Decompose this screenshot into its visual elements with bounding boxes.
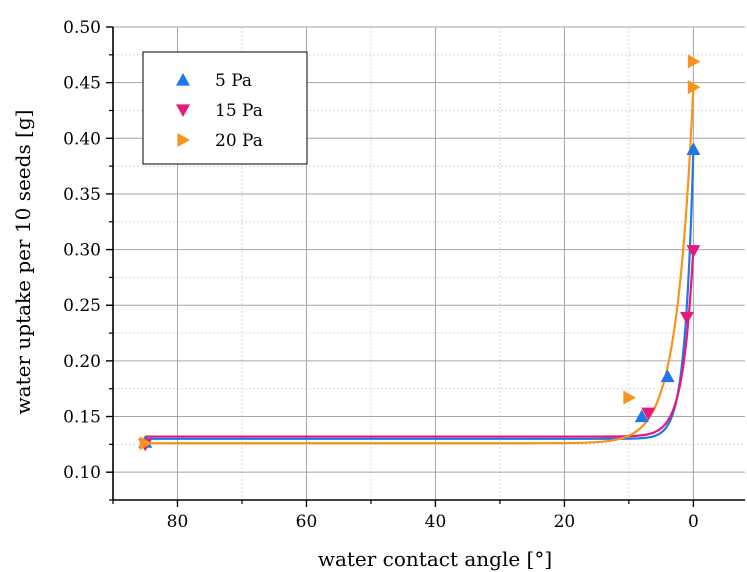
legend: 5 Pa 15 Pa 20 Pa [142, 51, 308, 165]
data-point-20-pa [623, 390, 636, 405]
data-points [138, 54, 701, 452]
y-tick-label: 0.40 [63, 129, 101, 149]
legend-label: 5 Pa [215, 71, 252, 91]
x-tick-label: 60 [296, 512, 318, 532]
y-tick-label: 0.50 [63, 18, 101, 38]
data-point-20-pa [139, 436, 153, 451]
fit-curves [145, 87, 695, 445]
x-tick-label: 0 [688, 512, 699, 532]
data-point-20-pa [687, 80, 701, 95]
legend-marker [177, 133, 190, 147]
legend-marker [176, 73, 190, 86]
y-tick-label: 0.45 [63, 74, 101, 94]
legend-marker [176, 104, 190, 117]
fit-curve-20-pa [145, 87, 695, 445]
data-point-5-pa [634, 409, 649, 423]
y-tick-label: 0.30 [63, 241, 101, 261]
data-point-5-pa [686, 142, 701, 156]
data-point-15-pa [641, 407, 656, 421]
x-tick-label: 80 [167, 512, 189, 532]
axes [112, 27, 745, 501]
y-tick-label: 0.35 [63, 185, 101, 205]
y-tick-label: 0.25 [63, 296, 101, 316]
y-axis-title: water uptake per 10 seeds [g] [11, 110, 35, 415]
y-tick-label: 0.20 [63, 352, 101, 372]
tick-labels: 0.10 0.15 0.20 0.25 0.30 0.35 0.40 0.45 0.50 80 60… [63, 18, 699, 532]
grid-lines [112, 26, 745, 501]
x-axis-title: water contact angle [°] [318, 547, 552, 571]
legend-label: 15 Pa [215, 101, 263, 121]
x-tick-label: 20 [554, 512, 576, 532]
data-point-15-pa [679, 311, 694, 325]
y-tick-label: 0.15 [63, 408, 101, 428]
tick-marks [106, 26, 695, 507]
fit-curve-15-pa [145, 247, 695, 438]
data-point-20-pa [687, 54, 701, 69]
legend-box [142, 51, 308, 165]
data-point-15-pa [686, 245, 701, 258]
y-tick-label: 0.10 [63, 463, 101, 483]
legend-label: 20 Pa [215, 131, 263, 151]
x-tick-label: 40 [425, 512, 447, 532]
fit-curve-5-pa [145, 149, 695, 440]
data-point-5-pa [660, 369, 675, 383]
